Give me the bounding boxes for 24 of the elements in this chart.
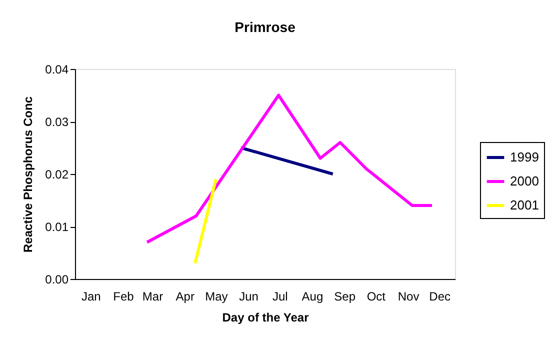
x-axis-title: Day of the Year	[222, 310, 310, 324]
x-tick-label: Jun	[239, 290, 258, 304]
x-tick-label: Nov	[398, 290, 420, 304]
y-tick-label: 0.03	[45, 115, 69, 129]
x-tick-label: Jul	[272, 290, 288, 304]
x-tick-label: Oct	[366, 290, 386, 304]
y-tick-label: 0.00	[45, 272, 69, 286]
y-tick-label: 0.04	[45, 62, 69, 76]
x-tick-label: May	[205, 290, 228, 304]
legend-label: 2000	[510, 174, 539, 188]
legend-label: 2001	[510, 198, 539, 212]
x-tick-label: Feb	[113, 290, 134, 304]
y-axis-title: Reactive Phosphorus Conc	[21, 96, 36, 253]
x-tick-label: Mar	[142, 290, 164, 304]
x-tick-label: Dec	[429, 290, 451, 304]
x-tick-label: Apr	[176, 290, 194, 304]
x-tick-label: Jan	[81, 290, 101, 304]
x-tick-label: Aug	[302, 290, 324, 304]
line-series	[146, 94, 434, 244]
y-tick-label: 0.02	[45, 168, 69, 182]
x-tick-label: Sep	[334, 290, 356, 304]
y-tick-label: 0.01	[45, 220, 69, 234]
legend-label: 1999	[510, 150, 539, 164]
chart-title: Primrose	[234, 19, 296, 35]
